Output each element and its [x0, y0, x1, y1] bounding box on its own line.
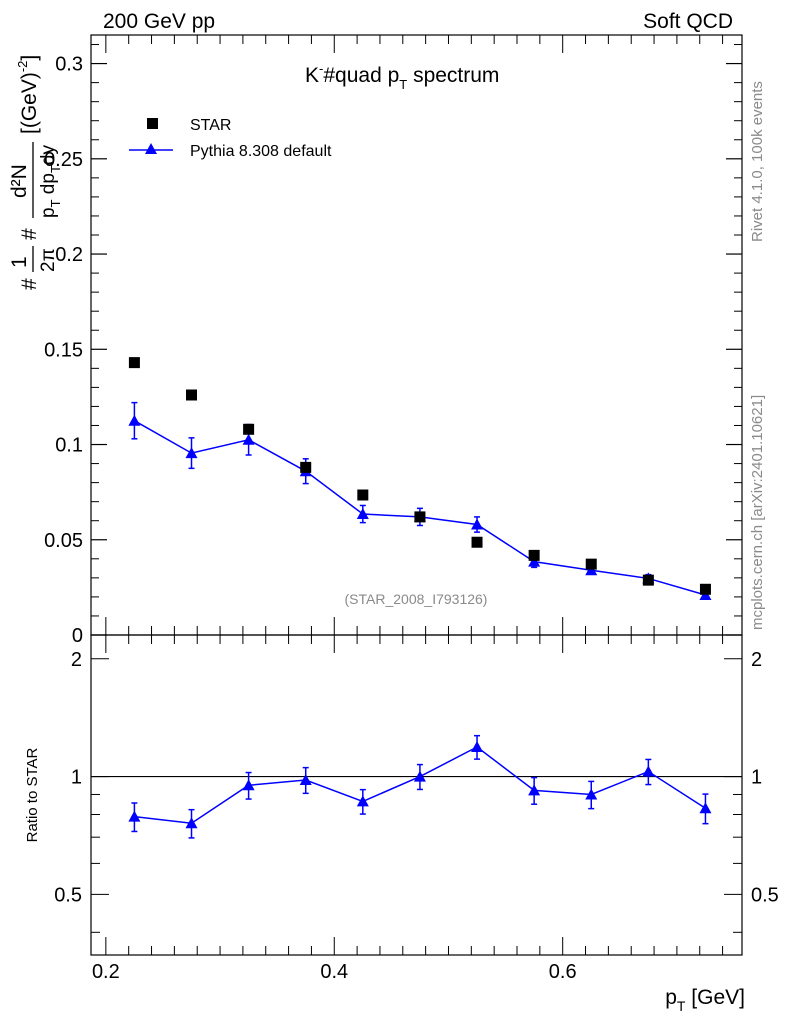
- star-point: [357, 489, 369, 501]
- main-ytick-label: 0.2: [55, 244, 83, 266]
- legend-label-pythia: Pythia 8.308 default: [190, 143, 332, 160]
- ratio-point: [471, 741, 484, 752]
- mcplots-info: mcplots.cern.ch [arXiv:2401.10621]: [749, 395, 766, 630]
- rivet-info: Rivet 4.1.0, 100k events: [749, 81, 766, 242]
- main-ytick-label: 0.25: [44, 149, 83, 171]
- main-ytick-label: 0.3: [55, 54, 83, 76]
- main-ytick-label: 0: [72, 625, 83, 647]
- main-ytick-label: 0.15: [44, 339, 83, 361]
- ratio-xtick-label: 0.2: [92, 961, 120, 983]
- ylabel-d2n: d²N: [8, 164, 31, 198]
- ratio-ytick-label: 0.5: [54, 884, 82, 906]
- star-point: [585, 558, 597, 570]
- ratio-ytick-label-right: 1: [751, 767, 762, 789]
- mc-point: [242, 433, 255, 445]
- ratio-ytick-label: 2: [71, 649, 82, 671]
- xlabel: pT [GeV]: [665, 986, 745, 1014]
- ylabel-hash1: #: [18, 278, 41, 290]
- ratio-xtick-label: 0.6: [549, 961, 577, 983]
- ratio-point: [185, 817, 198, 829]
- legend-marker-star: [147, 118, 158, 129]
- star-point: [243, 423, 255, 435]
- legend-marker-pythia: [145, 143, 157, 154]
- ratio-ytick-label: 1: [71, 767, 82, 789]
- main-ytick-label: 0.1: [55, 435, 83, 457]
- main-ylabel: # 1 2π # d²N pT dpTdy [(GeV)-2]: [8, 55, 63, 290]
- legend-label-star: STAR: [190, 117, 231, 134]
- category-label: Soft QCD: [643, 10, 733, 33]
- ratio-xtick-label: 0.4: [320, 961, 348, 983]
- ratio-ytick-label-right: 0.5: [751, 884, 779, 906]
- chart-title: K-#quad pT spectrum: [305, 61, 499, 92]
- ylabel-one: 1: [8, 256, 31, 268]
- star-point: [471, 536, 483, 548]
- ratio-ylabel: Ratio to STAR: [24, 747, 41, 842]
- ratio-point: [242, 779, 255, 791]
- mc-point: [128, 414, 141, 426]
- ratio-ytick-label-right: 2: [751, 649, 762, 671]
- mc-point: [585, 564, 598, 576]
- ratio-point: [299, 773, 312, 785]
- mc-point: [471, 518, 484, 530]
- star-point: [186, 389, 198, 401]
- ratio-point: [413, 770, 426, 782]
- main-panel-frame: [90, 34, 743, 636]
- star-point: [528, 549, 540, 561]
- ratio-panel-frame: [90, 634, 743, 956]
- title-sub: T: [399, 77, 407, 92]
- energy-label: 200 GeV pp: [103, 10, 215, 33]
- ratio-point: [699, 802, 712, 814]
- svg-text:#: #: [18, 278, 41, 290]
- title-mid: #quad p: [323, 64, 399, 87]
- analysis-watermark: (STAR_2008_I793126): [345, 591, 488, 607]
- ratio-point: [528, 784, 541, 796]
- mc-point: [528, 555, 541, 567]
- star-point: [300, 461, 312, 473]
- ratio-point: [356, 795, 369, 807]
- star-point: [128, 357, 140, 369]
- star-point: [414, 511, 426, 523]
- ratio-point: [642, 765, 655, 777]
- mc-point: [185, 447, 198, 459]
- star-point: [699, 583, 711, 595]
- main-ytick-label: 0.05: [44, 530, 83, 552]
- ylabel-twopi: 2π: [38, 248, 59, 272]
- ylabel-denominator: pT dpTdy: [38, 145, 63, 218]
- mc-point: [356, 508, 369, 520]
- ratio-point: [128, 810, 141, 822]
- legend: STAR Pythia 8.308 default: [129, 117, 332, 160]
- ylabel-units: [(GeV)-2]: [15, 55, 41, 134]
- title-tail: spectrum: [407, 64, 499, 87]
- ratio-point: [585, 788, 598, 800]
- title-k: K: [305, 64, 319, 87]
- title-sup: -: [319, 61, 323, 76]
- star-point: [642, 574, 654, 586]
- ylabel-hash2: #: [18, 228, 41, 240]
